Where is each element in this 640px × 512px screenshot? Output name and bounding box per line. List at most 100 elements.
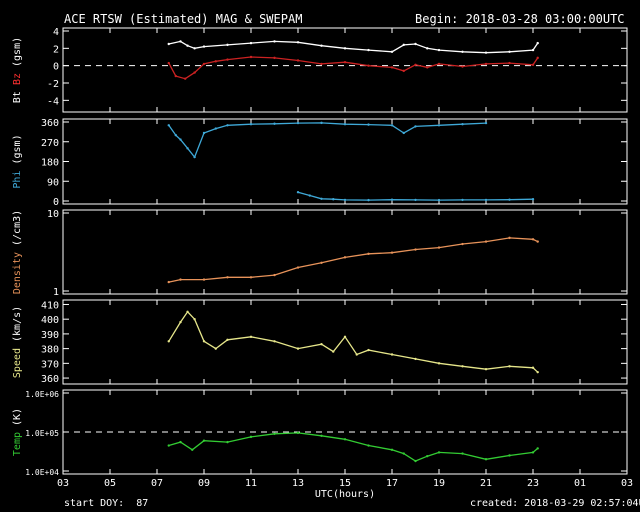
data-point-density — [390, 251, 394, 254]
data-point-density — [249, 276, 253, 279]
x-tick-label: 01 — [574, 478, 586, 489]
data-point-mag — [193, 71, 196, 74]
data-point-temp — [343, 438, 347, 441]
y-axis-label-part: Speed — [12, 348, 23, 378]
data-point-phi — [484, 121, 488, 125]
data-point-mag — [437, 62, 441, 66]
data-point-speed — [367, 348, 370, 352]
data-point-phi — [320, 121, 323, 125]
data-point-mag — [167, 61, 170, 65]
y-tick-label-mag: 2 — [53, 44, 59, 55]
y-tick-label-phi: 270 — [41, 138, 59, 149]
data-point-mag — [186, 44, 189, 47]
y-axis-label-part: Density — [12, 252, 23, 294]
data-point-mag — [202, 45, 206, 48]
data-point-mag — [402, 43, 405, 47]
data-point-mag — [296, 59, 300, 62]
x-tick-label: 17 — [386, 478, 398, 489]
data-point-mag — [461, 50, 464, 53]
data-point-temp — [296, 431, 300, 435]
data-point-phi — [390, 124, 394, 127]
series-line-speed-0 — [168, 310, 539, 373]
data-point-temp — [390, 448, 394, 451]
data-point-density — [273, 273, 276, 277]
data-point-mag — [343, 47, 347, 50]
data-point-mag — [202, 62, 206, 66]
data-point-temp — [531, 451, 535, 454]
data-point-density — [320, 261, 323, 264]
y-tick-label-phi: 0 — [53, 197, 59, 208]
data-point-phi — [202, 131, 206, 135]
data-point-temp — [320, 434, 323, 437]
y-axis-label-density: Density (/cm3) — [12, 210, 23, 294]
data-point-phi — [402, 131, 405, 135]
data-point-temp — [508, 454, 511, 457]
y-tick-label-speed: 410 — [41, 300, 59, 311]
data-point-mag — [184, 77, 187, 80]
data-point-density — [484, 240, 488, 243]
data-point-phi — [343, 198, 347, 202]
data-point-density — [437, 246, 441, 249]
data-point-speed — [167, 340, 170, 343]
data-point-mag — [296, 41, 300, 44]
data-point-phi — [296, 191, 300, 194]
begin-time: Begin: 2018-03-28 03:00:00UTC — [415, 12, 625, 26]
x-tick-label: 07 — [151, 478, 163, 489]
data-point-mag — [249, 41, 253, 45]
series-line-density-0 — [168, 237, 538, 283]
data-point-phi — [226, 124, 229, 127]
data-point-speed — [193, 317, 196, 321]
data-point-mag — [426, 66, 429, 69]
panel-frame-phi — [62, 118, 628, 205]
data-point-phi — [186, 147, 189, 150]
x-tick-label: 23 — [527, 478, 539, 489]
y-axis-label-part: (km/s) — [12, 306, 23, 348]
y-axis-label-mag: Bt Bz (gsm) — [12, 37, 23, 103]
data-point-mag — [536, 41, 539, 45]
data-point-mag — [367, 64, 370, 67]
y-tick-label-mag: 4 — [53, 27, 59, 38]
data-point-speed — [332, 350, 335, 353]
y-tick-label-mag: 0 — [53, 62, 59, 73]
created-time: created: 2018-03-29 02:57:04UTC — [470, 498, 640, 509]
x-tick-label: 19 — [433, 478, 445, 489]
y-tick-label-temp: 1.0E+04 — [25, 468, 59, 477]
data-point-mag — [367, 48, 370, 52]
y-axis-label-part: Temp — [12, 432, 23, 456]
y-axis-label-part: (K) — [12, 408, 23, 432]
data-point-temp — [437, 451, 441, 454]
data-point-mag — [402, 69, 405, 73]
data-point-phi — [484, 198, 488, 202]
panel-frame-density — [62, 209, 628, 295]
y-axis-label-phi: Phi (gsm) — [12, 134, 23, 188]
data-point-speed — [343, 335, 347, 339]
chart-title: ACE RTSW (Estimated) MAG & SWEPAM — [64, 12, 303, 26]
data-point-phi — [367, 198, 370, 202]
y-axis-label-part: Bz — [12, 73, 23, 91]
data-point-phi — [390, 198, 394, 201]
data-point-phi — [296, 121, 300, 125]
data-point-mag — [320, 62, 323, 66]
data-point-mag — [414, 42, 417, 46]
data-point-mag — [390, 66, 394, 69]
data-point-mag — [226, 58, 229, 61]
data-point-temp — [167, 444, 170, 447]
y-axis-label-temp: Temp (K) — [12, 408, 23, 456]
data-point-phi — [343, 122, 347, 126]
data-point-mag — [226, 43, 229, 47]
data-point-density — [202, 278, 206, 281]
data-point-phi — [437, 198, 441, 202]
data-point-temp — [426, 454, 429, 458]
data-point-phi — [461, 122, 464, 126]
y-tick-label-phi: 90 — [47, 177, 59, 188]
data-point-mag — [484, 62, 488, 66]
y-axis-label-part: Bt — [12, 91, 23, 103]
data-point-mag — [193, 47, 196, 50]
data-point-temp — [484, 458, 488, 461]
data-point-phi — [308, 194, 311, 197]
x-tick-label: 11 — [245, 478, 257, 489]
data-point-phi — [273, 122, 276, 125]
y-axis-label-speed: Speed (km/s) — [12, 306, 23, 378]
data-point-phi — [531, 198, 535, 201]
series-line-mag-0 — [168, 40, 539, 54]
